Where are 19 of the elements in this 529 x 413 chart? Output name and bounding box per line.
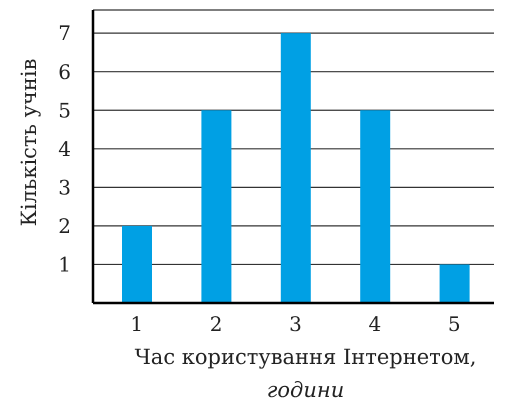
- y-axis-title: Кількість учнів: [17, 58, 41, 226]
- bar: [360, 110, 390, 303]
- y-tick-label: 3: [58, 175, 71, 200]
- y-tick-label: 1: [58, 252, 71, 277]
- y-tick-label: 5: [58, 98, 71, 122]
- y-tick-label: 6: [58, 60, 71, 84]
- x-tick-label: 5: [448, 312, 461, 336]
- bar: [201, 110, 232, 303]
- x-tick-label: 1: [130, 312, 144, 336]
- y-tick-label: 2: [58, 214, 71, 238]
- x-tick-label: 3: [289, 312, 302, 336]
- bar: [122, 226, 152, 303]
- bar: [440, 264, 470, 303]
- y-tick-label: 7: [58, 21, 71, 46]
- x-tick-label: 4: [368, 312, 382, 336]
- x-axis-title: Час користування Інтернетом, години: [134, 345, 476, 402]
- bar: [280, 33, 311, 303]
- x-tick-label: 2: [210, 312, 222, 336]
- y-tick-label: 4: [58, 136, 71, 161]
